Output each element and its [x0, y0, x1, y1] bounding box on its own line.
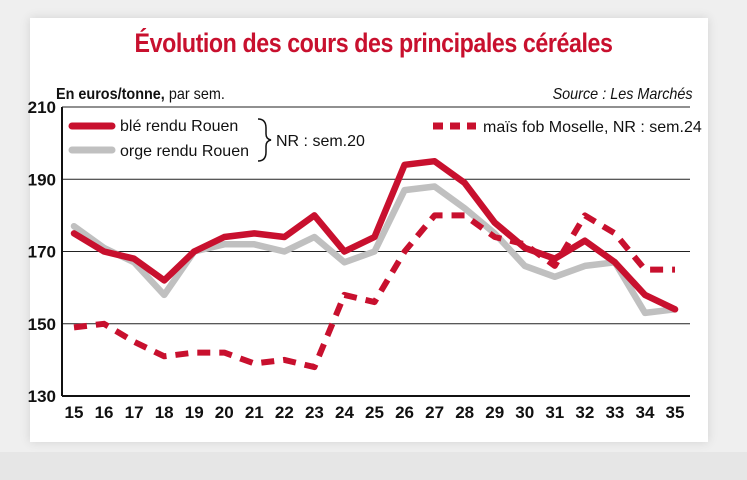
x-tick-label-21: 21 — [245, 403, 264, 422]
x-tick-label-20: 20 — [215, 403, 234, 422]
chart-card — [30, 18, 708, 442]
unit-label: En euros/tonne, par sem. — [56, 86, 225, 104]
x-tick-label-23: 23 — [305, 403, 324, 422]
page-background-strip — [0, 452, 747, 480]
x-tick-label-25: 25 — [365, 403, 384, 422]
chart-title: Évolution des cours des principales céré… — [134, 28, 613, 58]
x-tick-label-29: 29 — [485, 403, 504, 422]
x-tick-label-17: 17 — [125, 403, 144, 422]
legend-bracket-note: NR : sem.20 — [276, 133, 365, 150]
unit-label-rest: par sem. — [164, 86, 225, 103]
x-tick-label-26: 26 — [395, 403, 414, 422]
y-tick-label-130: 130 — [28, 387, 56, 406]
x-tick-label-15: 15 — [65, 403, 84, 422]
x-tick-label-16: 16 — [95, 403, 114, 422]
x-tick-label-32: 32 — [575, 403, 594, 422]
x-tick-label-30: 30 — [515, 403, 534, 422]
legend-label-2: maïs fob Moselle, NR : sem.24 — [483, 119, 702, 136]
y-tick-label-170: 170 — [28, 243, 56, 262]
series-line-2 — [73, 212, 675, 371]
x-tick-label-33: 33 — [605, 403, 624, 422]
y-tick-label-210: 210 — [28, 98, 56, 117]
y-tick-label-190: 190 — [28, 170, 56, 189]
x-tick-label-31: 31 — [545, 403, 564, 422]
source-label: Source : Les Marchés — [552, 86, 693, 103]
unit-label-bold: En euros/tonne, — [56, 86, 165, 103]
legend-background-left — [66, 113, 366, 165]
x-tick-label-27: 27 — [425, 403, 444, 422]
x-tick-label-24: 24 — [335, 403, 354, 422]
legend-bracket — [257, 118, 272, 162]
x-tick-label-22: 22 — [275, 403, 294, 422]
series-line-1 — [70, 183, 679, 317]
series-line-0 — [70, 157, 679, 313]
x-tick-label-19: 19 — [185, 403, 204, 422]
legend-label-0: blé rendu Rouen — [120, 118, 238, 135]
x-tick-label-34: 34 — [635, 403, 654, 422]
x-tick-label-28: 28 — [455, 403, 474, 422]
x-tick-label-35: 35 — [666, 403, 685, 422]
legend-label-1: orge rendu Rouen — [120, 143, 249, 160]
y-tick-label-150: 150 — [28, 315, 56, 334]
x-tick-label-18: 18 — [155, 403, 174, 422]
